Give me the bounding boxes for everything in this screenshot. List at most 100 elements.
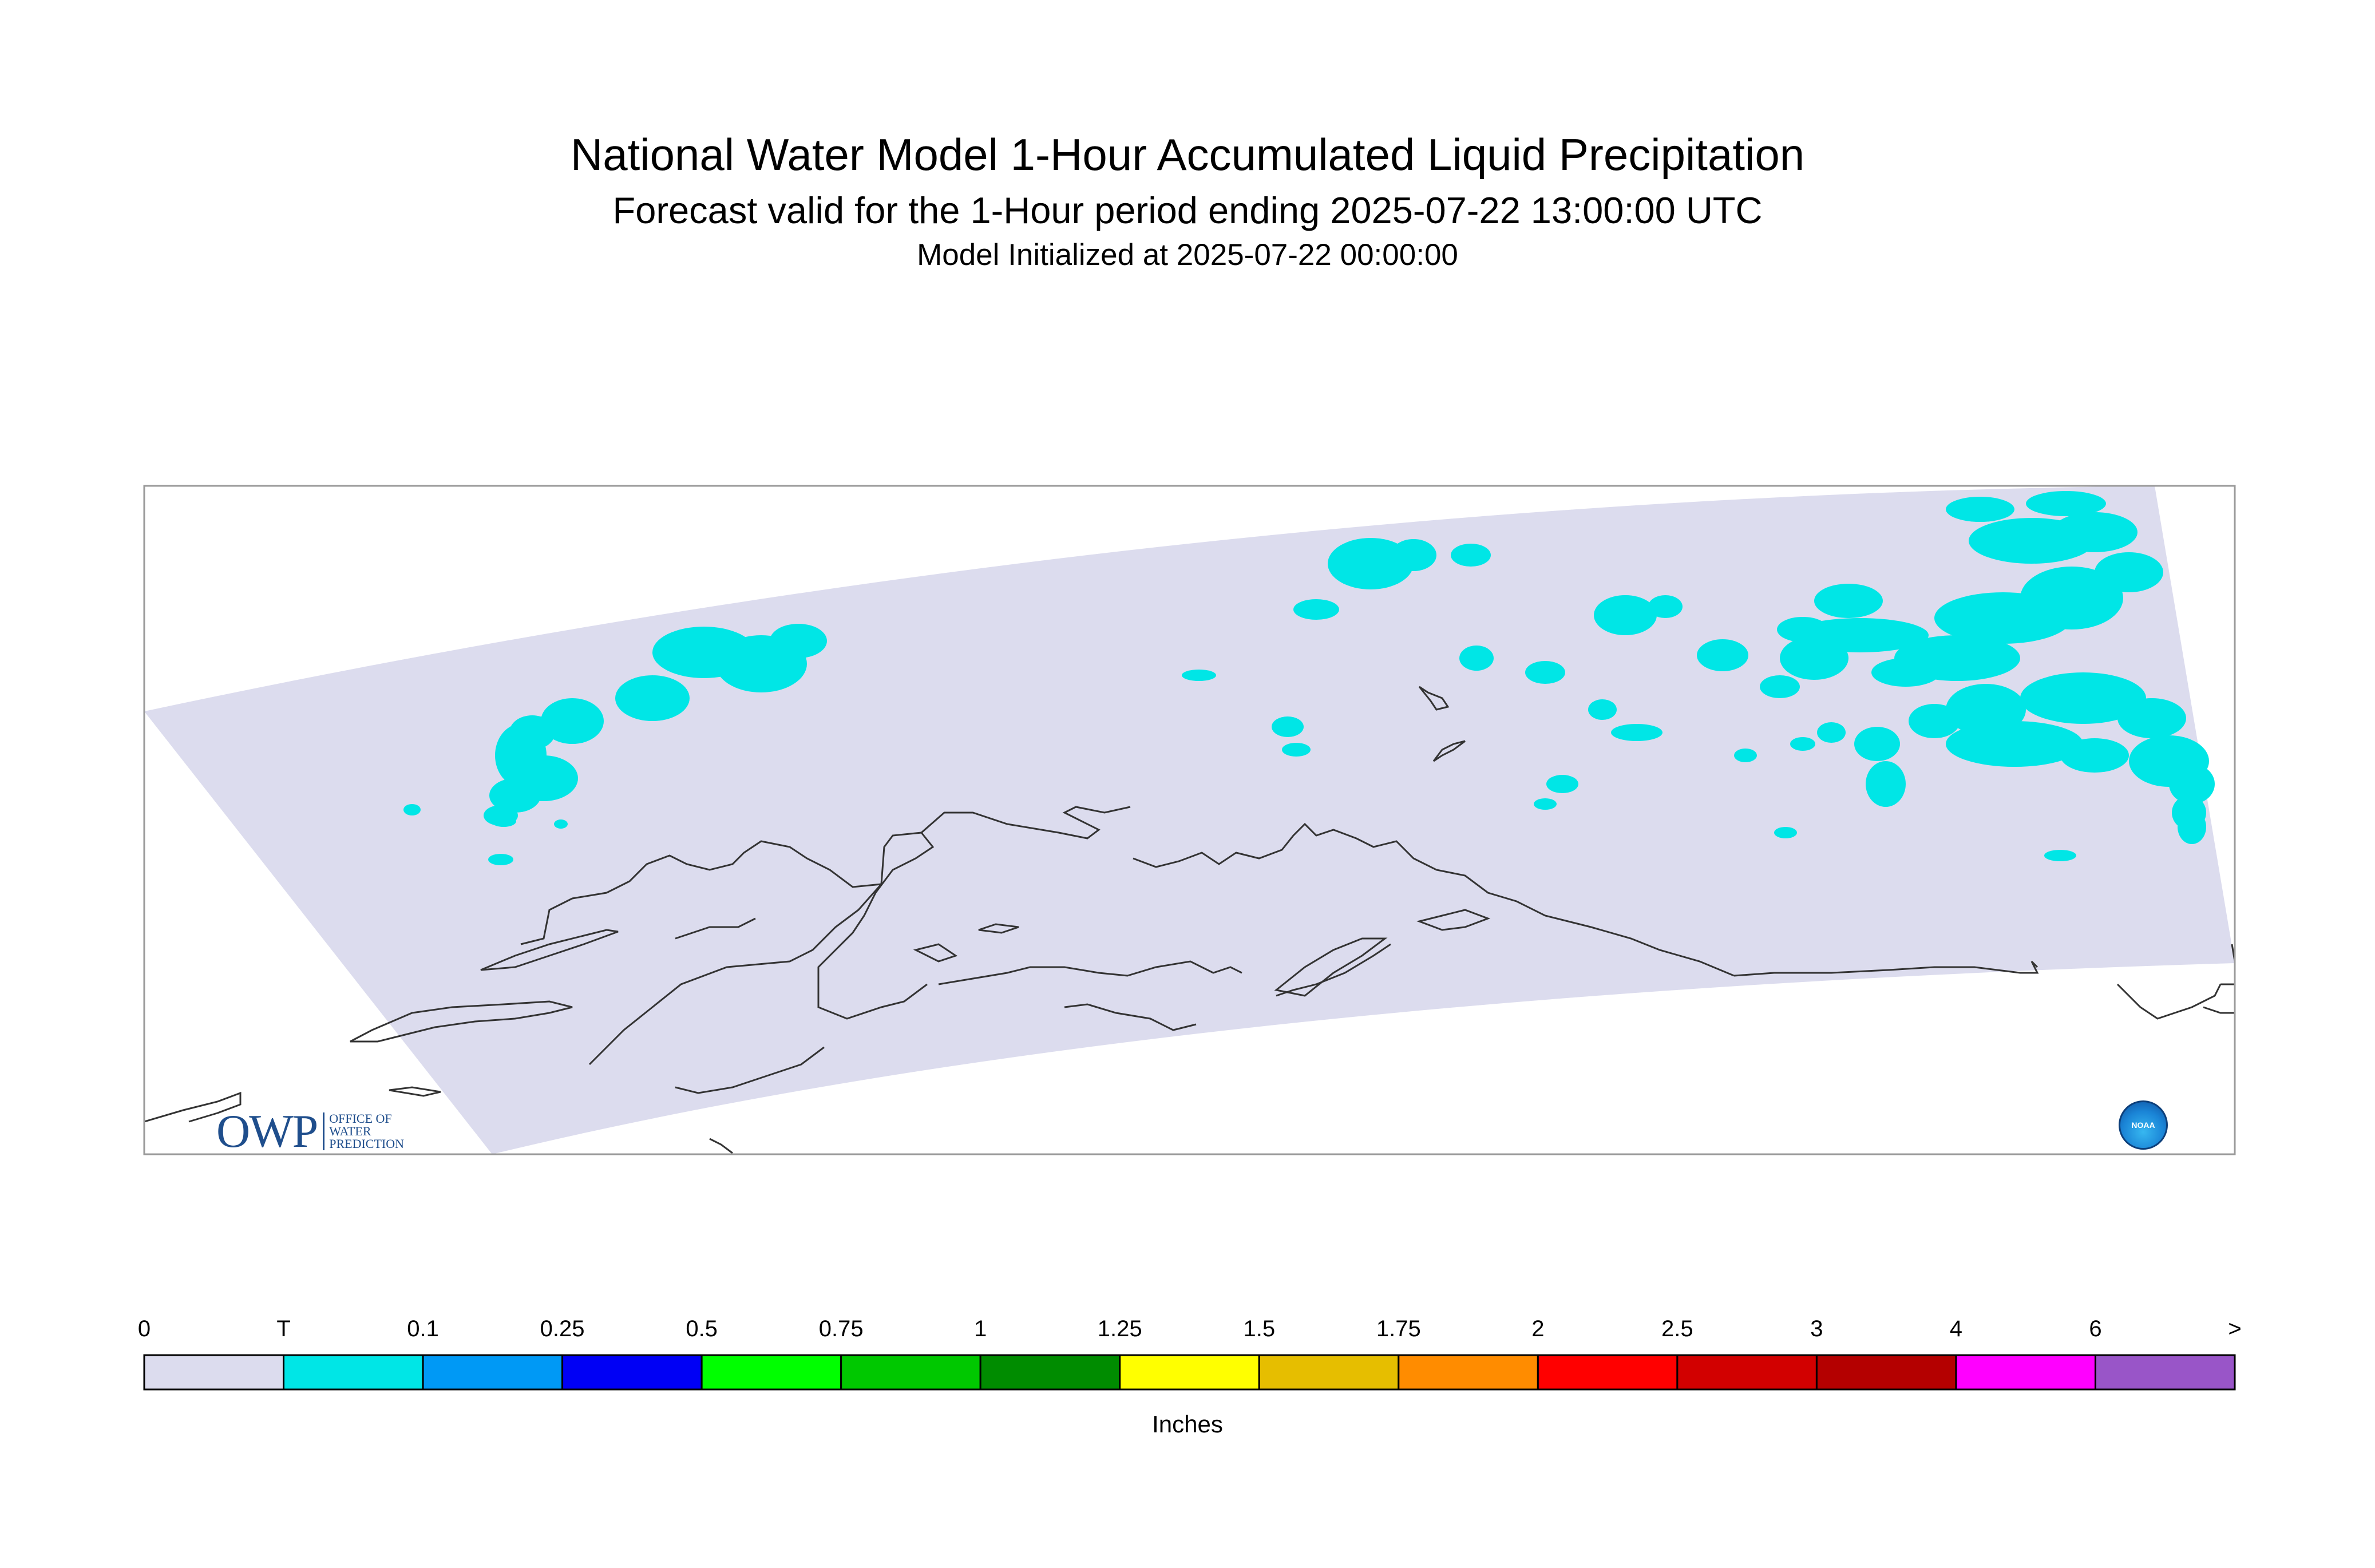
precip-area <box>1871 658 1940 687</box>
precip-area <box>1697 639 1748 671</box>
precip-area <box>1814 584 1883 618</box>
coastline <box>480 929 619 971</box>
coastline <box>675 917 756 940</box>
colorbar-swatch <box>1119 1354 1260 1391</box>
precip-area <box>1534 798 1557 810</box>
precip-area <box>1946 497 2014 522</box>
precip-area <box>1648 595 1683 618</box>
coastline <box>817 832 935 1020</box>
precip-area <box>1391 539 1436 571</box>
precip-area <box>1817 722 1846 743</box>
owp-logo-letters: OWP <box>216 1105 318 1157</box>
precip-area <box>488 854 513 865</box>
coastline <box>1064 1003 1197 1031</box>
precip-area <box>2169 764 2215 804</box>
coastline <box>588 806 1131 1066</box>
coastline <box>978 923 1019 934</box>
colorbar-tick-label: 1.25 <box>1097 1316 1142 1341</box>
precip-area <box>1777 617 1828 642</box>
coastline <box>1416 909 1491 931</box>
colorbar-tick-label: 0 <box>137 1316 151 1341</box>
precip-area <box>489 778 541 813</box>
coastline <box>675 1046 825 1094</box>
precip-area <box>491 815 516 827</box>
colorbar-swatch <box>840 1354 981 1391</box>
colorbar-tick-label: 0.75 <box>818 1316 864 1341</box>
coastline <box>1418 686 1450 711</box>
colorbar-tick-label: 0.1 <box>407 1316 439 1341</box>
precip-area <box>541 698 604 744</box>
precip-area <box>1734 749 1757 762</box>
precip-area <box>1760 675 1800 698</box>
precip-area <box>1909 704 1960 738</box>
model-init-subtitle: Model Initialized at 2025-07-22 00:00:00 <box>917 238 1458 272</box>
precip-area <box>1934 592 2072 644</box>
precip-area <box>1451 544 1491 567</box>
colorbar-tick-label: 0.5 <box>686 1316 718 1341</box>
colorbar-swatch <box>1955 1354 2096 1391</box>
precip-area <box>1854 727 1900 761</box>
colorbar-tick-label: 1.75 <box>1376 1316 1421 1341</box>
precip-area <box>1182 670 1216 681</box>
coastline <box>1276 943 1391 997</box>
owp-logo: OWP OFFICE OF WATER PREDICTION <box>216 1104 404 1158</box>
noaa-logo: NOAA <box>2119 1100 2168 1150</box>
colorbar-swatch <box>1398 1354 1539 1391</box>
precip-area <box>1790 737 1815 751</box>
precip-area <box>1946 721 2083 767</box>
colorbar-tick-label: 1 <box>974 1316 987 1341</box>
colorbar-swatch <box>1537 1354 1679 1391</box>
colorbar-tick-label: 2.5 <box>1661 1316 1693 1341</box>
coastline <box>709 1138 733 1154</box>
precip-area <box>2026 491 2106 516</box>
precip-area <box>2044 850 2076 861</box>
precip-area <box>2117 698 2186 738</box>
colorbar-tick-label: 6 <box>2089 1316 2102 1341</box>
coastline <box>350 1000 573 1043</box>
precip-area <box>1293 599 1339 620</box>
colorbar-tick-label: 2 <box>1531 1316 1545 1341</box>
coastline <box>389 1086 441 1097</box>
precip-area <box>1546 775 1578 793</box>
colorbar-tick-label: 0.25 <box>540 1316 585 1341</box>
coastline <box>520 840 882 945</box>
owp-logo-subtitle: OFFICE OF WATER PREDICTION <box>323 1112 404 1150</box>
precip-area <box>1774 827 1797 838</box>
precip-area <box>615 675 690 721</box>
colorbar-swatch <box>143 1354 285 1391</box>
precip-area <box>1282 743 1311 757</box>
colorbar-swatch <box>979 1354 1121 1391</box>
colorbar-tick-label: 1.5 <box>1243 1316 1276 1341</box>
map-title: National Water Model 1-Hour Accumulated … <box>570 129 1805 180</box>
coastline <box>1274 937 1388 997</box>
precip-area <box>403 804 421 815</box>
precipitation-layer <box>403 491 2215 865</box>
precip-area <box>2052 512 2138 552</box>
model-domain-layer <box>144 486 2235 1154</box>
precip-area <box>1611 724 1662 741</box>
coastline <box>2116 983 2222 1020</box>
colorbar-swatch <box>561 1354 703 1391</box>
colorbar-swatch <box>1676 1354 1818 1391</box>
precip-area <box>2020 672 2146 724</box>
coastline <box>1133 822 1735 977</box>
colorbar-tick-label: T <box>276 1316 291 1341</box>
precip-area <box>1525 661 1565 684</box>
coastline <box>144 1091 242 1123</box>
precip-area <box>554 819 568 829</box>
colorbar-swatch <box>1258 1354 1400 1391</box>
coastline <box>938 960 1242 985</box>
precip-area <box>770 624 827 658</box>
coastline <box>2203 1006 2235 1014</box>
colorbar-swatch <box>2094 1354 2236 1391</box>
colorbar-tick-label: 3 <box>1810 1316 1823 1341</box>
colorbar-swatch <box>700 1354 842 1391</box>
colorbar-swatch <box>1815 1354 1957 1391</box>
forecast-valid-subtitle: Forecast valid for the 1-Hour period end… <box>612 189 1763 231</box>
model-domain <box>144 486 2235 1154</box>
colorbar-tick-label: 4 <box>1949 1316 1963 1341</box>
colorbar-units-label: Inches <box>1152 1411 1223 1438</box>
map-frame <box>143 485 2236 1155</box>
precip-area <box>1272 716 1304 737</box>
